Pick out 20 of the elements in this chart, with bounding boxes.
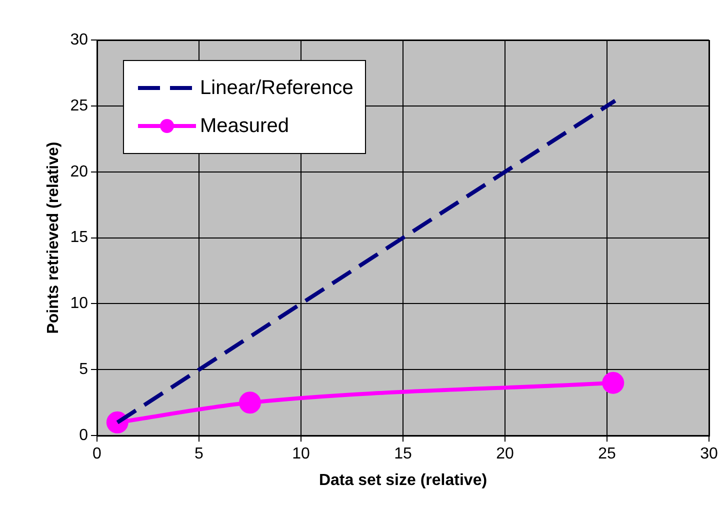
point (239, 392, 261, 414)
x-axis-title: Data set size (relative) (318, 472, 488, 489)
x-tick-label: 25 (598, 446, 616, 463)
x-tick-label: 10 (292, 446, 310, 463)
x-tick-label: 15 (394, 446, 412, 463)
y-tick-label: 10 (70, 295, 88, 312)
x-tick-label: 30 (700, 446, 718, 463)
legend-label: Measured (200, 114, 289, 138)
y-tick-label: 20 (70, 163, 88, 180)
y-tick-label: 0 (79, 427, 88, 444)
y-tick-label: 5 (79, 361, 88, 378)
x-tick-label: 0 (92, 446, 102, 463)
y-axis-title: Points retrieved (relative) (45, 142, 62, 334)
y-tick-label: 25 (70, 97, 88, 114)
point (602, 372, 624, 394)
legend-label: Linear/Reference (200, 76, 354, 100)
x-tick-label: 20 (496, 446, 514, 463)
x-tick-label: 5 (194, 446, 204, 463)
y-tick-label: 15 (70, 229, 88, 246)
y-tick-label: 30 (70, 31, 88, 48)
